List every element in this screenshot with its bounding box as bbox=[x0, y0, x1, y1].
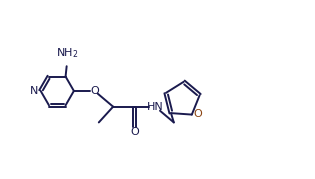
Text: O: O bbox=[130, 127, 139, 137]
Text: N: N bbox=[30, 86, 38, 96]
Text: O: O bbox=[90, 86, 99, 96]
Text: NH$_2$: NH$_2$ bbox=[56, 46, 78, 60]
Text: O: O bbox=[193, 109, 202, 119]
Text: HN: HN bbox=[147, 102, 163, 112]
